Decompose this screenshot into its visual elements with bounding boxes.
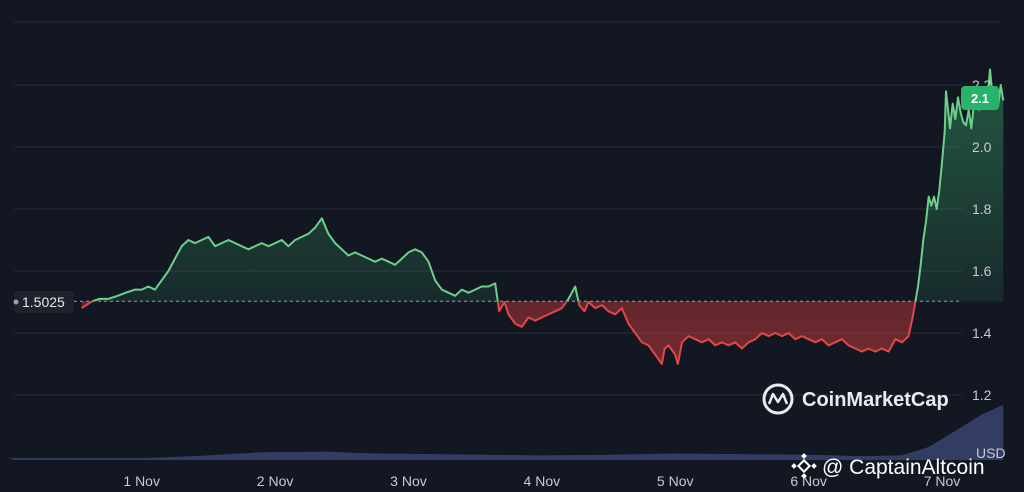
y-tick-label: 1.8 <box>972 201 992 217</box>
x-tick-label: 6 Nov <box>790 473 827 489</box>
y-tick-label: 1.2 <box>972 387 992 403</box>
baseline-marker <box>13 299 19 305</box>
captainaltcoin-credit-text: @ CaptainAltcoin <box>822 456 985 479</box>
x-tick-label: 2 Nov <box>257 473 294 489</box>
last-price-label: 2.1 <box>971 91 989 106</box>
x-tick-label: 4 Nov <box>524 473 561 489</box>
price-line-down <box>81 301 917 365</box>
price-line <box>81 68 1005 365</box>
x-tick-label: 3 Nov <box>390 473 427 489</box>
area-above-baseline <box>93 69 1004 301</box>
coinmarketcap-logo-icon <box>762 383 794 415</box>
baseline-tag: 1.5025 <box>13 291 74 313</box>
last-price-tag: 2.1 <box>961 86 999 110</box>
y-tick-label: 1.4 <box>972 325 992 341</box>
x-tick-label: 7 Nov <box>924 473 961 489</box>
y-tick-label: 2.0 <box>972 139 992 155</box>
captainaltcoin-watermark: @ CaptainAltcoin <box>791 453 985 479</box>
baseline-label: 1.5025 <box>22 294 65 310</box>
binance-diamond-icon <box>791 453 817 479</box>
coinmarketcap-brand-text: CoinMarketCap <box>802 389 949 411</box>
y-axis: 1.21.41.61.82.02.2 <box>972 77 992 403</box>
x-axis: 1 Nov 2 Nov 3 Nov 4 Nov 5 Nov 6 Nov 7 Nov <box>123 473 960 489</box>
x-tick-label: 1 Nov <box>123 473 160 489</box>
area-below-baseline <box>81 301 1004 364</box>
volume-fill <box>8 404 1004 460</box>
x-tick-label: 5 Nov <box>657 473 694 489</box>
coinmarketcap-watermark: CoinMarketCap <box>762 383 949 415</box>
volume-area <box>8 404 1004 460</box>
price-line-up <box>90 68 1005 301</box>
price-area <box>81 69 1004 364</box>
currency-label: USD <box>976 445 1006 461</box>
y-tick-label: 1.6 <box>972 263 992 279</box>
